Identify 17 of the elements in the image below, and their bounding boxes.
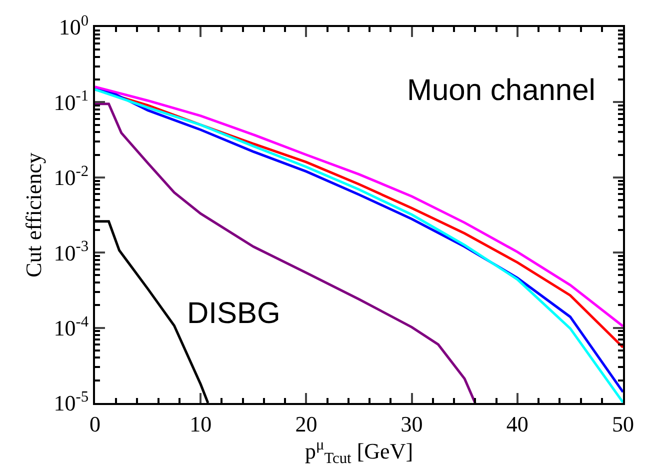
annotation: DISBG xyxy=(187,297,280,330)
line-series xyxy=(95,102,476,403)
y-axis-title: Cut efficiency xyxy=(21,152,46,278)
x-tick-label: 50 xyxy=(612,411,634,436)
y-tick-label: 10$^{0}$ xyxy=(58,12,89,40)
x-tick-label: 20 xyxy=(295,411,318,436)
y-tick-label: 10$^{-1}$ xyxy=(54,88,89,115)
y-tick-label: 10$^{-4}$ xyxy=(54,313,89,340)
x-axis-title: p$^{μ}$$_{Tcut}$ [GeV] xyxy=(304,436,414,468)
x-tick-label: 30 xyxy=(400,411,423,436)
y-tick-label: 10$^{-2}$ xyxy=(54,162,89,190)
x-tick-label: 0 xyxy=(90,411,100,436)
y-tick-label: 10$^{-5}$ xyxy=(54,388,89,416)
y-tick-label: 10$^{-3}$ xyxy=(54,238,89,266)
x-tick-label: 40 xyxy=(506,411,528,436)
annotation: Muon channel xyxy=(407,74,596,107)
x-tick-label: 10 xyxy=(190,411,212,436)
